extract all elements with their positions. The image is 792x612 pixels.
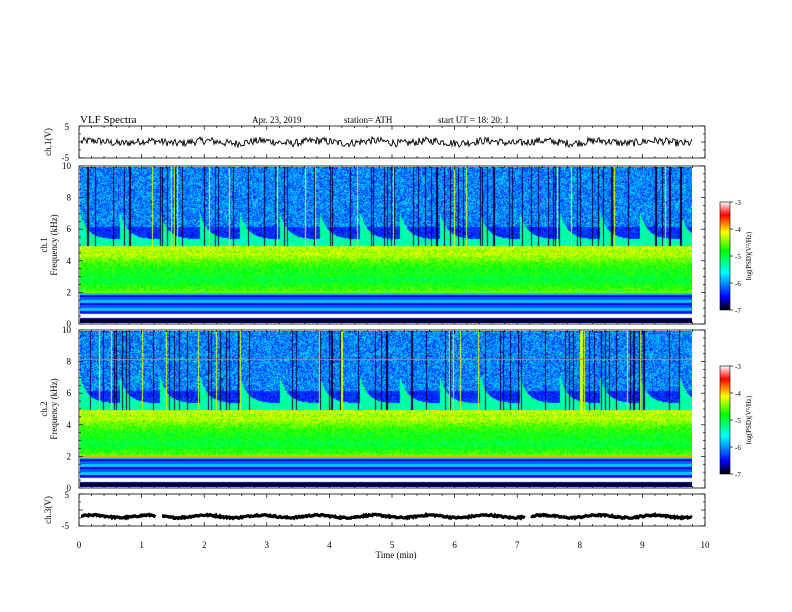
ch3-panel: 5 -5 ch.3(V) [43,490,706,531]
ch2-spec-ytick-labels: 0 2 4 6 8 10 [62,325,72,493]
colorbar-tick-label: -3 [735,363,741,371]
y-tick-label: 4 [67,256,72,266]
colorbar-tick-label: -5 [735,253,741,261]
colorbar-tick-label: -5 [735,417,741,425]
ch1-series-line [80,135,693,149]
ch2-spec-ylabel-frequency: Frequency (kHz) [49,378,59,439]
colorbar-tick-label: -7 [735,471,741,479]
colorbar-tick-label: -3 [735,199,741,207]
ch2-spec-image [80,331,692,487]
colorbar-tick-label: -6 [735,444,741,452]
y-tick-label: 8 [67,357,72,367]
ch1-spec-ticks [78,165,706,325]
y-tick-label: 10 [62,161,72,171]
ch1-spec-ylabel-frequency: Frequency (kHz) [49,214,59,275]
ch2-colorbar-ticks: -3 -4 -5 -6 -7 [730,363,741,479]
x-tick-label: 7 [515,540,520,550]
figure-title: VLF Spectra [80,114,137,126]
ch1-spec-ytick-labels: 0 2 4 6 8 10 [62,161,72,329]
ch1-ylabel: ch.1(V) [43,128,53,156]
ch1-ytick-bottom: -5 [62,153,70,163]
ch1-colorbar-ticks: -3 -4 -5 -6 -7 [730,199,741,315]
y-tick-label: 10 [62,325,72,335]
y-tick-label: 2 [67,287,72,297]
ch3-ticks [78,493,706,527]
x-tick-label: 3 [265,540,270,550]
y-tick-label: 2 [67,451,72,461]
colorbar-tick-label: -4 [735,390,741,398]
x-tick-label: 1 [139,540,144,550]
colorbar-tick-label: -4 [735,226,741,234]
start-time-label: start UT = 18: 20: 1 [438,115,509,125]
ch3-frame [78,493,706,527]
ch1-frame [78,125,706,159]
x-tick-label: 0 [77,540,82,550]
ch2-spec-ylabel-channel: ch.2 [39,401,49,416]
ch2-colorbar-label: log(PSD)(V²/Hz) [745,395,753,444]
y-tick-label: 8 [67,193,72,203]
y-tick-label: 6 [67,388,72,398]
ch1-panel: 5 -5 ch.1(V) [43,122,706,163]
x-tick-label: 10 [701,540,711,550]
ch1-spec-ylabel-channel: ch.1 [39,237,49,252]
ch1-colorbar [719,201,731,311]
ch3-ytick-top: 5 [65,490,70,500]
ch3-ytick-bottom: -5 [62,521,70,531]
x-axis-tick-labels: 0 1 2 3 4 5 6 7 8 9 10 [77,540,710,550]
x-tick-label: 5 [390,540,395,550]
colorbar-tick-label: -7 [735,307,741,315]
y-tick-label: 4 [67,420,72,430]
x-tick-label: 6 [452,540,457,550]
station-label: station= ATH [344,115,393,125]
x-tick-label: 9 [640,540,645,550]
ch1-ytick-top: 5 [65,122,70,132]
ch1-spec-image [80,167,692,323]
ch3-series-line [80,511,693,521]
x-axis-label: Time (min) [376,550,417,560]
y-tick-label: 6 [67,224,72,234]
ch2-colorbar [719,365,731,475]
y-tick-label: 0 [67,319,72,329]
ch1-colorbar-label: log(PSD)(V²/Hz) [745,231,753,280]
x-tick-label: 8 [578,540,583,550]
y-tick-label: 0 [67,483,72,493]
ch1-ticks [78,125,706,159]
x-tick-label: 4 [327,540,332,550]
ch3-ylabel: ch.3(V) [43,496,53,524]
x-tick-label: 2 [202,540,207,550]
ch2-spec-ticks [78,329,706,489]
date-label: Apr. 23, 2019 [252,115,302,125]
colorbar-tick-label: -6 [735,280,741,288]
